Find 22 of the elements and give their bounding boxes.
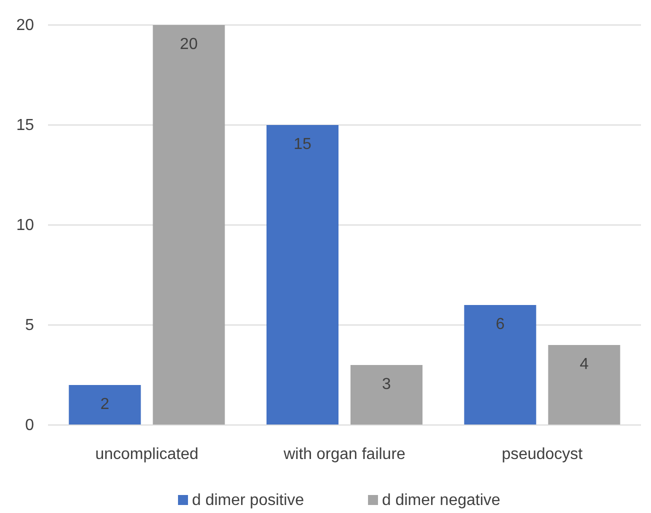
y-tick-label: 10 [16,217,34,234]
y-tick-label: 5 [25,317,34,334]
bar [266,125,338,425]
legend-label: d dimer negative [382,492,500,509]
y-tick-label: 20 [16,17,34,34]
y-tick-label: 0 [25,417,34,434]
bar [350,365,422,425]
y-tick-label: 15 [16,117,34,134]
x-tick-label: with organ failure [282,446,406,463]
data-label: 4 [580,356,589,373]
data-label: 6 [496,316,505,333]
x-tick-label: uncomplicated [95,446,198,463]
legend-label: d dimer positive [192,492,304,509]
data-label: 2 [100,396,110,413]
x-tick-label: pseudocyst [502,446,584,463]
bar [68,385,141,425]
data-label: 20 [180,36,198,53]
data-label: 15 [294,136,312,153]
bar [152,25,225,425]
data-label: 3 [382,376,392,393]
bar [464,305,536,425]
bar [548,345,620,425]
